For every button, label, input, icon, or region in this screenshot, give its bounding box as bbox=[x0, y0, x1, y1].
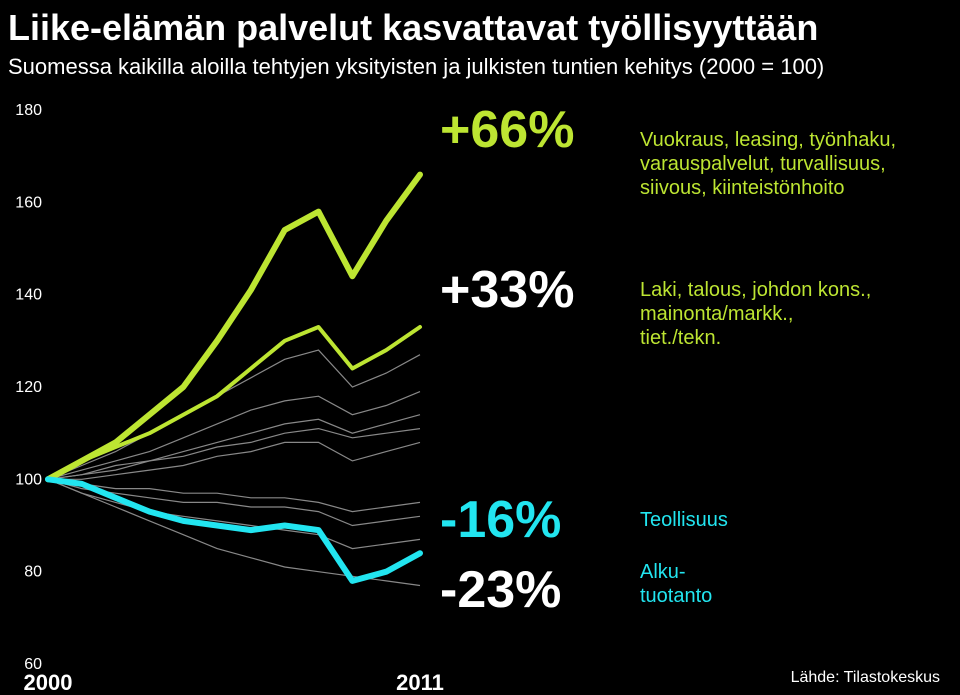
series-teollisuus bbox=[48, 479, 420, 581]
xtick-label: 2011 bbox=[396, 670, 444, 695]
callout-desc-laki: Laki, talous, johdon kons.,mainonta/mark… bbox=[640, 278, 871, 350]
callout-value-alku: -23% bbox=[440, 560, 561, 620]
x-axis-labels: 2000 2011 bbox=[24, 670, 444, 695]
ytick-label: 100 bbox=[15, 471, 42, 488]
series-vuokraus bbox=[48, 175, 420, 480]
callout-desc-vuokraus: Vuokraus, leasing, työnhaku,varauspalvel… bbox=[640, 128, 896, 200]
background-series bbox=[48, 392, 420, 480]
callout-desc-alku: Alku-tuotanto bbox=[640, 560, 712, 608]
ytick-label: 80 bbox=[24, 564, 42, 581]
source-label: Lähde: Tilastokeskus bbox=[791, 669, 940, 687]
y-axis-ticks: 6080100120140160180 bbox=[15, 102, 42, 673]
callout-desc-teollisuus: Teollisuus bbox=[640, 508, 728, 532]
callout-value-vuokraus: +66% bbox=[440, 100, 574, 160]
ytick-label: 180 bbox=[15, 102, 42, 119]
ytick-label: 160 bbox=[15, 194, 42, 211]
ytick-label: 120 bbox=[15, 379, 42, 396]
chart-container: Liike-elämän palvelut kasvattavat työlli… bbox=[0, 0, 960, 695]
callout-value-laki: +33% bbox=[440, 260, 574, 320]
background-series bbox=[48, 350, 420, 479]
background-series bbox=[48, 479, 420, 548]
ytick-label: 140 bbox=[15, 287, 42, 304]
callout-value-teollisuus: -16% bbox=[440, 490, 561, 550]
xtick-label: 2000 bbox=[24, 670, 73, 695]
